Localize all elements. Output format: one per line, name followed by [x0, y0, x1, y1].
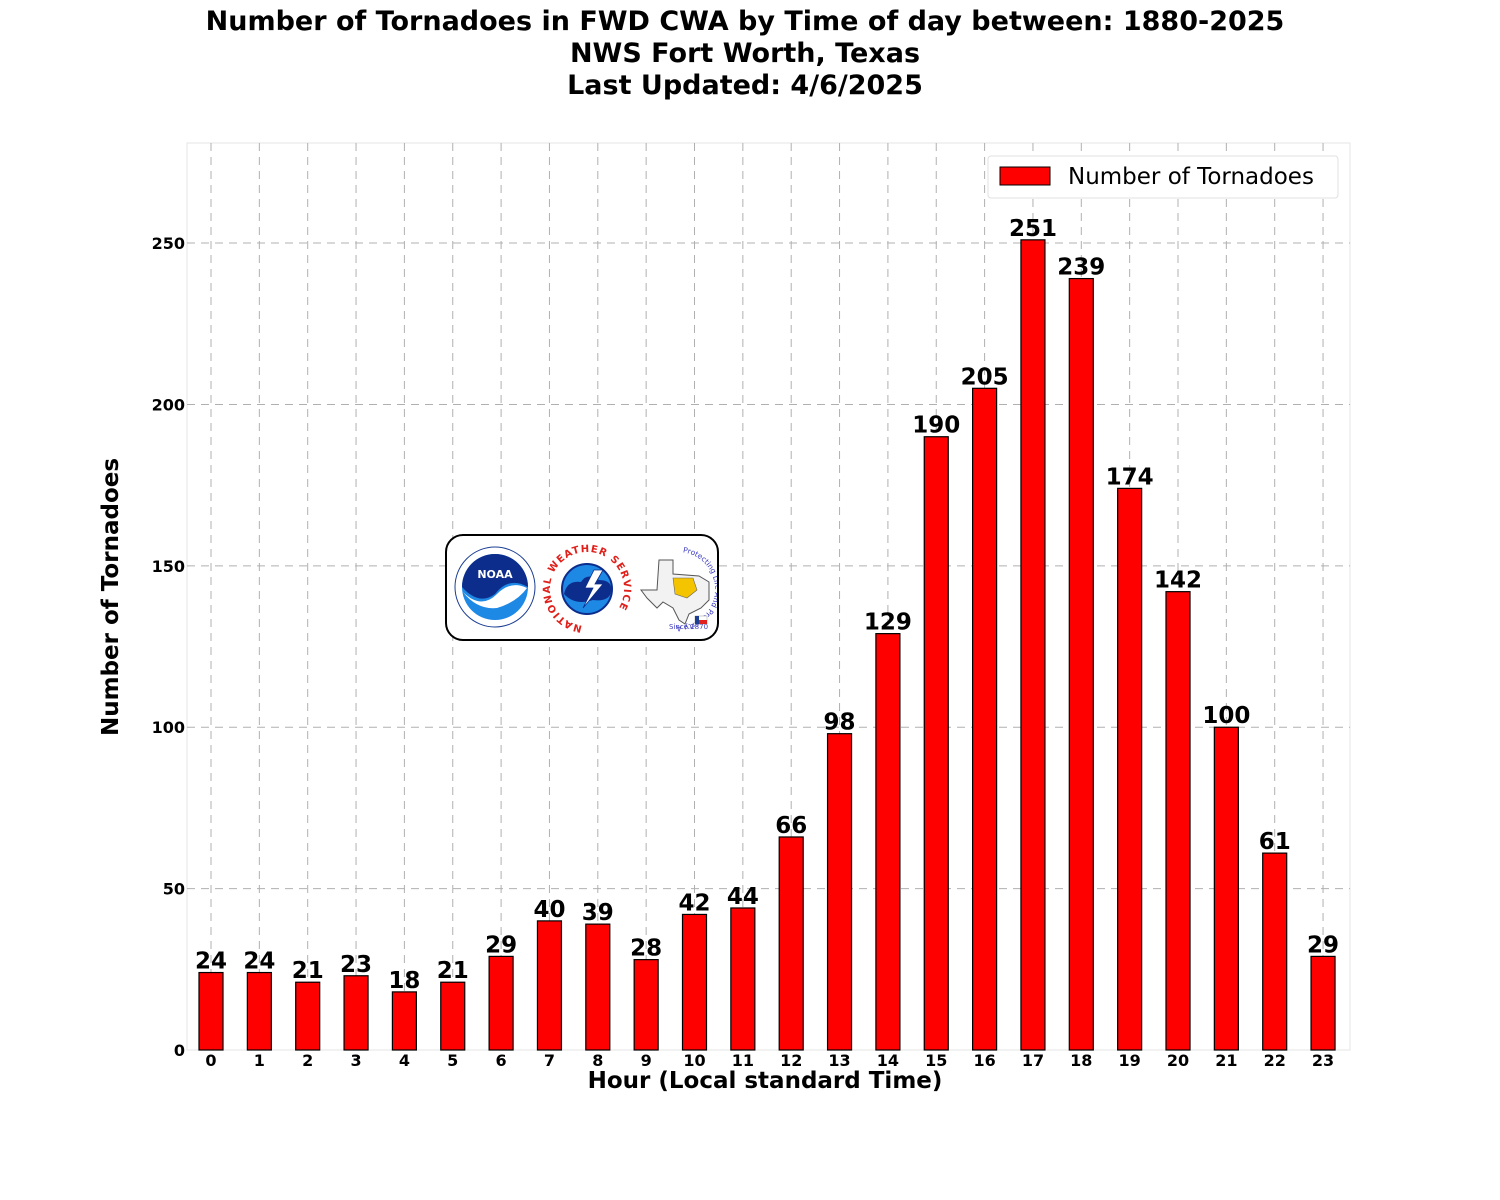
x-tick-label: 18: [1070, 1051, 1092, 1070]
bar-value-label: 24: [243, 949, 275, 975]
legend-swatch: [999, 166, 1051, 186]
title-line-3: Last Updated: 4/6/2025: [567, 70, 923, 101]
y-tick-label: 0: [174, 1041, 185, 1060]
bar-value-label: 24: [195, 949, 227, 975]
x-tick-label: 2: [302, 1051, 313, 1070]
x-tick-label: 3: [350, 1051, 361, 1070]
x-tick-label: 7: [544, 1051, 555, 1070]
bar-value-label: 21: [437, 958, 469, 984]
bar-hour-10: [681, 913, 708, 1051]
x-tick-label: 16: [973, 1051, 995, 1070]
fwd-since-text: Since 1870: [669, 623, 708, 631]
bar-hour-5: [440, 981, 466, 1051]
bar-hour-3: [343, 975, 369, 1051]
bar-value-label: 28: [630, 936, 662, 962]
bar-value-label: 21: [292, 958, 324, 984]
bar-hour-9: [633, 959, 659, 1051]
bar-hour-18: [1068, 277, 1094, 1051]
bar-hour-8: [585, 923, 611, 1051]
bar-value-label: 142: [1154, 568, 1202, 594]
bars: [198, 239, 1336, 1051]
x-tick-labels: 0 1 2 3 4 5 6 7 8 9 10 11 12 13 14 15 16 17 18 19 20 21 22 23: [205, 1051, 1334, 1070]
bar-hour-20: [1165, 591, 1191, 1051]
title-line-2: NWS Fort Worth, Texas: [569, 38, 921, 69]
bar-value-label: 129: [864, 610, 912, 636]
bar-hour-15: [923, 436, 949, 1051]
bar-hour-19: [1117, 487, 1143, 1051]
bar-value-label: 44: [727, 884, 759, 910]
legend-label: Number of Tornadoes: [1068, 164, 1314, 190]
bar-hour-13: [826, 733, 853, 1051]
y-tick-label: 200: [152, 395, 185, 414]
x-tick-label: 23: [1312, 1051, 1334, 1070]
y-tick-labels: 0 50 100 150 200 250: [152, 234, 185, 1060]
bar-hour-7: [536, 920, 563, 1051]
x-tick-label: 1: [254, 1051, 265, 1070]
bar-value-label: 61: [1259, 829, 1291, 855]
x-tick-label: 0: [205, 1051, 216, 1070]
legend-frame: [987, 155, 1339, 199]
bar-hour-21: [1213, 726, 1239, 1051]
bar-hour-0: [198, 971, 224, 1051]
y-tick-label: 50: [163, 880, 185, 899]
bar-hour-14: [875, 633, 901, 1051]
x-tick-label: 21: [1215, 1051, 1237, 1070]
title-line-1: Number of Tornadoes in FWD CWA by Time o…: [205, 6, 1285, 37]
bar-value-label: 100: [1202, 703, 1250, 729]
bar-hour-1: [246, 971, 272, 1051]
x-tick-label: 10: [683, 1051, 705, 1070]
bar-value-label: 29: [485, 932, 517, 958]
y-tick-label: 100: [152, 718, 185, 737]
bar-hour-11: [730, 907, 756, 1051]
bar-hour-6: [488, 955, 514, 1051]
x-tick-label: 15: [925, 1051, 947, 1070]
x-tick-label: 12: [780, 1051, 802, 1070]
x-tick-label: 9: [641, 1051, 652, 1070]
x-tick-label: 6: [496, 1051, 507, 1070]
x-tick-label: 19: [1119, 1051, 1141, 1070]
y-axis-label: Number of Tornadoes: [98, 458, 124, 736]
bar-hour-22: [1262, 852, 1288, 1051]
agency-logos: NOAA NATIONAL WEATHER SERVICE Protecting…: [445, 534, 719, 641]
bar-value-label: 40: [533, 897, 565, 923]
bar-value-label: 23: [340, 952, 372, 978]
bar-value-label: 239: [1057, 255, 1105, 281]
noaa-logo: NOAA: [454, 546, 536, 628]
bar-value-label: 205: [961, 364, 1009, 390]
chart-title: Number of Tornadoes in FWD CWA by Time o…: [0, 6, 1490, 102]
nws-logo: NATIONAL WEATHER SERVICE: [542, 544, 631, 634]
y-tick-label: 250: [152, 234, 185, 253]
x-tick-label: 11: [732, 1051, 754, 1070]
bar-value-label: 18: [388, 968, 420, 994]
x-tick-label: 4: [399, 1051, 410, 1070]
x-tick-label: 20: [1167, 1051, 1189, 1070]
bar-value-label: 190: [912, 413, 960, 439]
x-tick-label: 8: [592, 1051, 603, 1070]
bar-value-label: 29: [1307, 932, 1339, 958]
bar-hour-23: [1310, 955, 1336, 1051]
x-tick-label: 22: [1264, 1051, 1286, 1070]
bar-hour-16: [971, 387, 998, 1051]
bar-hour-2: [295, 981, 321, 1051]
bar-value-label: 98: [824, 710, 856, 736]
x-tick-label: 14: [877, 1051, 899, 1070]
x-tick-label: 17: [1022, 1051, 1044, 1070]
noaa-text: NOAA: [477, 568, 513, 581]
x-tick-label: 13: [828, 1051, 850, 1070]
bar-value-label: 66: [775, 813, 807, 839]
bar-value-label: 39: [582, 900, 614, 926]
x-axis-label: Hour (Local standard Time): [588, 1068, 943, 1094]
bar-value-label: 251: [1009, 216, 1057, 242]
bar-value-label: 42: [678, 890, 710, 916]
legend: Number of Tornadoes: [987, 155, 1339, 199]
bar-hour-17: [1020, 239, 1046, 1051]
bar-value-label: 174: [1106, 464, 1154, 490]
x-tick-label: 5: [447, 1051, 458, 1070]
bar-hour-4: [391, 991, 417, 1051]
plot-area: [186, 142, 1351, 1051]
bar-hour-12: [778, 836, 804, 1051]
y-tick-label: 150: [152, 557, 185, 576]
